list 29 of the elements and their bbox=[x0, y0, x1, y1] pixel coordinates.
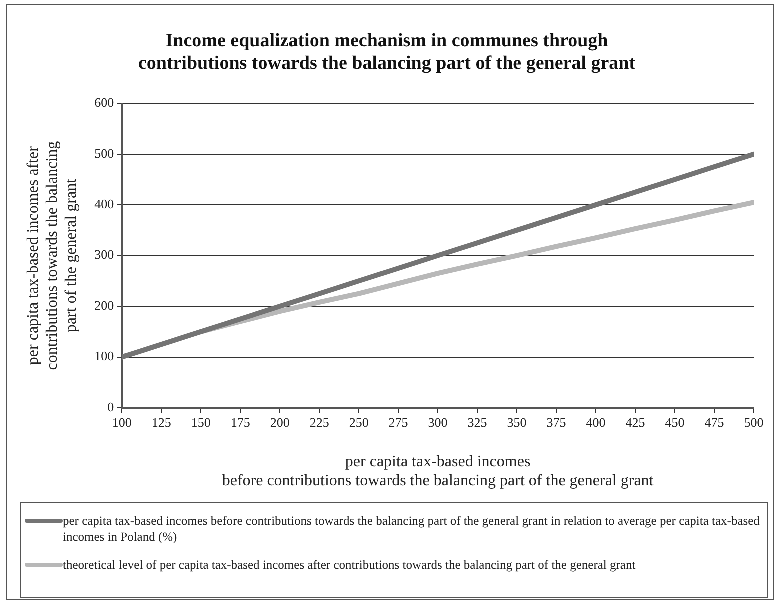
y-tick-label: 500 bbox=[94, 146, 114, 161]
x-tick-label: 350 bbox=[507, 415, 527, 430]
x-tick-label: 325 bbox=[468, 415, 488, 430]
x-tick-label: 275 bbox=[388, 415, 408, 430]
y-tick-label: 200 bbox=[94, 298, 114, 313]
x-tick-label: 225 bbox=[310, 415, 330, 430]
y-tick-label: 400 bbox=[94, 196, 114, 212]
x-axis-title: per capita tax-based incomes before contributions towards the balancing part of the general grant bbox=[222, 453, 654, 490]
x-tick-label: 200 bbox=[270, 415, 290, 430]
legend-label: per capita tax-based incomes before contributions towards the balancing part of the general grant in relation to average per capita tax-based incomes in Poland (%) bbox=[63, 513, 761, 545]
y-tick-label: 600 bbox=[94, 95, 114, 110]
legend-label: theoretical level of per capita tax-based incomes after contributions towards the balancing part of the general grant bbox=[63, 557, 636, 573]
x-tick-label: 300 bbox=[428, 415, 448, 430]
y-tick-label: 100 bbox=[94, 348, 114, 364]
x-tick-label: 250 bbox=[349, 415, 369, 430]
chart-title: Income equalization mechanism in communes through contributions towards the balancing part of the general grant bbox=[138, 30, 636, 74]
x-tick-label: 175 bbox=[230, 415, 250, 430]
x-tick-label: 150 bbox=[191, 415, 211, 430]
x-tick-label: 475 bbox=[704, 415, 724, 430]
x-tick-label: 425 bbox=[626, 415, 646, 430]
x-tick-label: 450 bbox=[665, 415, 685, 430]
x-tick-label: 500 bbox=[744, 415, 764, 430]
x-tick-label: 375 bbox=[546, 415, 566, 430]
y-axis-title: per capita tax-based incomes after contributions towards the balancing part of the general grant bbox=[24, 141, 80, 370]
y-tick-label: 0 bbox=[108, 399, 114, 414]
x-tick-label: 125 bbox=[152, 415, 172, 430]
y-tick-label: 300 bbox=[94, 247, 114, 262]
x-tick-label: 400 bbox=[586, 415, 606, 430]
x-tick-label: 100 bbox=[112, 415, 132, 430]
